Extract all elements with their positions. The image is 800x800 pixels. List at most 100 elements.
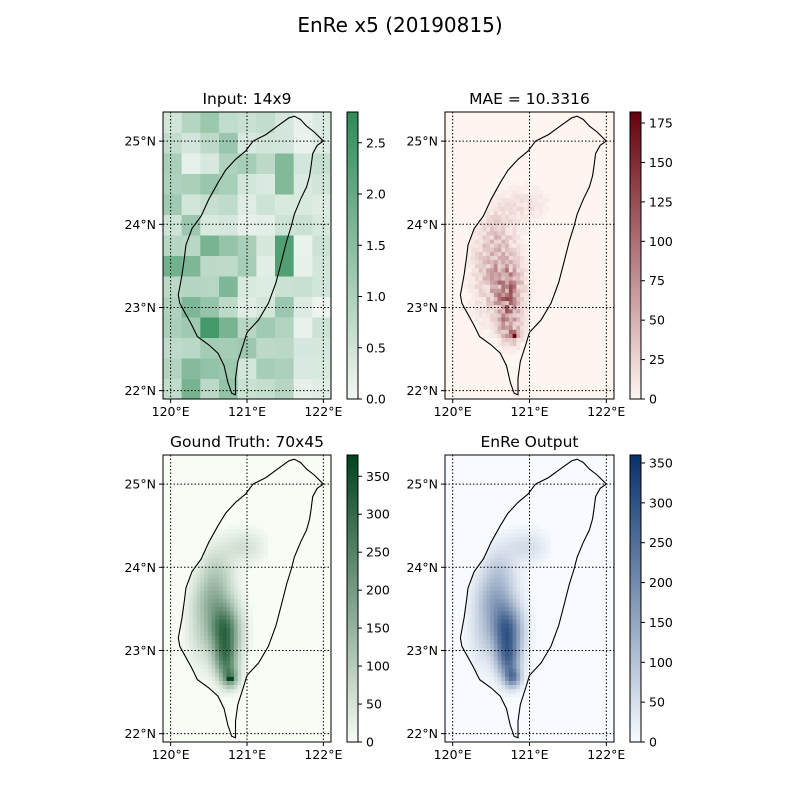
heatmap-cell xyxy=(527,284,532,289)
heatmap-cell xyxy=(501,325,506,330)
heatmap-cell xyxy=(482,308,487,314)
heatmap-cell xyxy=(486,247,491,252)
heatmap-cell xyxy=(211,651,216,657)
heatmap-cell xyxy=(501,635,506,640)
heatmap-cell xyxy=(222,541,227,546)
heatmap-cell xyxy=(497,214,502,220)
heatmap-cell xyxy=(471,288,476,293)
heatmap-cell xyxy=(260,557,265,563)
heatmap-cell xyxy=(471,606,476,612)
heatmap-cell xyxy=(512,206,517,211)
heatmap-cell xyxy=(200,173,220,195)
heatmap-cell xyxy=(467,300,472,306)
heatmap-cell xyxy=(185,631,190,636)
heatmap-cell xyxy=(226,643,231,649)
heatmap-cell xyxy=(497,226,502,232)
heatmap-cell xyxy=(475,317,480,322)
subplot-title: EnRe Output xyxy=(481,433,579,451)
heatmap-cell xyxy=(501,329,506,334)
heatmap-cell xyxy=(501,321,506,326)
heatmap-cell xyxy=(512,549,517,554)
heatmap-cell xyxy=(523,226,529,232)
heatmap-cell xyxy=(501,247,506,252)
heatmap-cell xyxy=(219,639,224,645)
heatmap-cell xyxy=(233,684,239,690)
heatmap-cell xyxy=(467,631,472,636)
heatmap-cell xyxy=(200,668,205,673)
heatmap-cell xyxy=(226,692,231,698)
heatmap-cell xyxy=(189,594,194,599)
heatmap-cell xyxy=(501,194,506,199)
heatmap-cell xyxy=(505,202,510,207)
heatmap-cell xyxy=(312,235,331,256)
heatmap-cell xyxy=(531,635,536,640)
heatmap-cell xyxy=(226,561,231,567)
heatmap-cell xyxy=(486,251,491,256)
heatmap-cell xyxy=(211,578,216,583)
heatmap-cell xyxy=(508,541,514,546)
heatmap-cell xyxy=(241,627,246,632)
heatmap-cell xyxy=(204,676,209,681)
heatmap-cell xyxy=(237,651,242,657)
heatmap-cell xyxy=(493,561,499,567)
heatmap-cell xyxy=(505,210,510,215)
heatmap-cell xyxy=(497,325,502,330)
heatmap-cell xyxy=(204,578,209,583)
heatmap-cell xyxy=(523,553,529,558)
heatmap-cell xyxy=(520,598,525,604)
heatmap-cell xyxy=(497,643,502,649)
heatmap-cell xyxy=(200,664,205,669)
heatmap-cell xyxy=(189,610,194,616)
heatmap-cell xyxy=(248,623,254,628)
heatmap-cell xyxy=(252,541,257,546)
heatmap-cell xyxy=(520,578,525,583)
heatmap-cell xyxy=(222,602,227,608)
heatmap-cell xyxy=(215,561,220,567)
heatmap-cell xyxy=(542,549,547,554)
heatmap-cell xyxy=(241,639,246,645)
heatmap-cell xyxy=(505,594,510,599)
heatmap-cell xyxy=(531,606,536,612)
heatmap-cell xyxy=(493,590,499,595)
heatmap-cell xyxy=(248,537,254,542)
heatmap-cell xyxy=(237,573,242,579)
heatmap-cell xyxy=(493,619,499,624)
heatmap-cell xyxy=(486,631,491,636)
heatmap-cell xyxy=(482,222,487,228)
heatmap-cell xyxy=(233,602,239,608)
heatmap-cell xyxy=(505,292,510,297)
heatmap-cell xyxy=(204,553,209,558)
heatmap-cell xyxy=(219,692,224,698)
heatmap-cell xyxy=(192,594,198,599)
heatmap-cell xyxy=(248,565,254,571)
heatmap-cell xyxy=(516,251,521,256)
heatmap-cell xyxy=(200,565,205,571)
heatmap-cell xyxy=(233,573,239,579)
heatmap-cell xyxy=(482,251,487,256)
heatmap-cell xyxy=(233,569,239,575)
heatmap-cell xyxy=(241,545,246,550)
heatmap-cell xyxy=(490,255,495,261)
heatmap-cell xyxy=(497,300,502,306)
heatmap-cell xyxy=(538,561,544,567)
heatmap-cell xyxy=(275,255,295,277)
heatmap-cell xyxy=(478,590,484,595)
heatmap-cell xyxy=(211,619,216,624)
heatmap-cell xyxy=(531,631,536,636)
heatmap-cell xyxy=(493,573,499,579)
heatmap-cell xyxy=(222,561,227,567)
heatmap-cell xyxy=(512,296,517,302)
heatmap-cell xyxy=(520,545,525,550)
heatmap-cell xyxy=(523,300,529,306)
heatmap-cell xyxy=(200,651,205,657)
heatmap-cell xyxy=(200,643,205,649)
heatmap-cell xyxy=(219,688,224,694)
heatmap-cell xyxy=(241,643,246,649)
heatmap-cell xyxy=(482,565,487,571)
heatmap-cell xyxy=(508,565,514,571)
heatmap-cell xyxy=(523,655,529,661)
heatmap-cell xyxy=(482,255,487,261)
heatmap-cell xyxy=(542,214,547,220)
heatmap-cell xyxy=(497,647,502,653)
heatmap-cell xyxy=(497,312,502,318)
